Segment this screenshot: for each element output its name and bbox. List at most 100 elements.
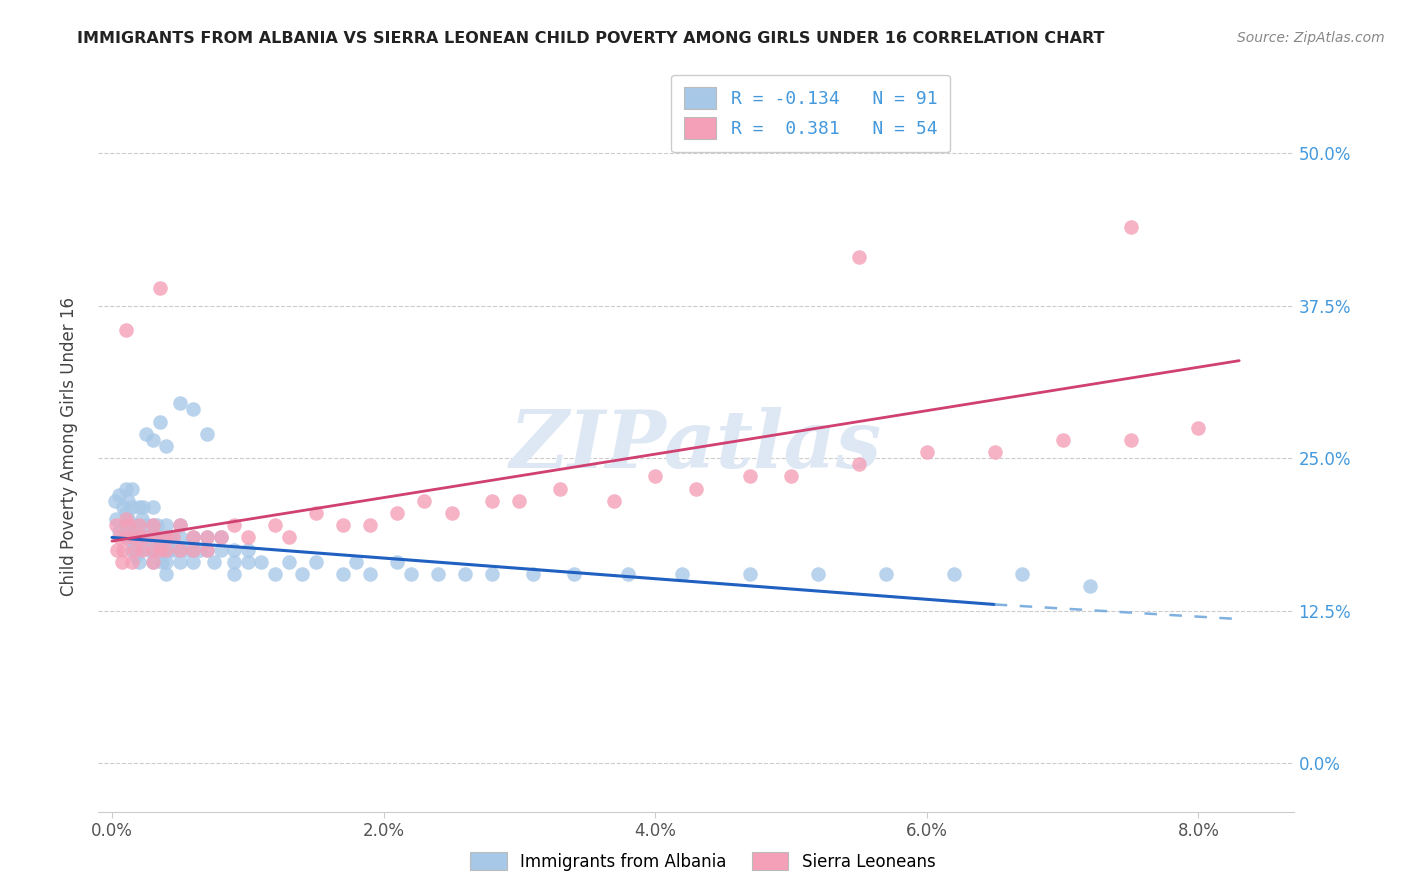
Point: [195, 426, 218, 441]
Point: [121, 482, 143, 496]
Point: [138, 542, 160, 557]
Point: [142, 542, 165, 557]
Point: [110, 555, 132, 569]
Point: [132, 500, 155, 514]
Point: [145, 536, 167, 550]
Point: [107, 542, 129, 557]
Point: [332, 518, 354, 533]
Point: [125, 549, 148, 563]
Point: [142, 555, 165, 569]
Point: [111, 500, 134, 514]
Point: [183, 530, 205, 544]
Point: [169, 530, 191, 544]
Point: [195, 530, 218, 544]
Point: [150, 555, 173, 569]
Point: [195, 542, 218, 557]
Point: [142, 555, 165, 569]
Point: [183, 402, 205, 417]
Point: [305, 555, 328, 569]
Point: [169, 518, 191, 533]
Point: [740, 469, 762, 483]
Point: [114, 323, 136, 337]
Text: IMMIGRANTS FROM ALBANIA VS SIERRA LEONEAN CHILD POVERTY AMONG GIRLS UNDER 16 COR: IMMIGRANTS FROM ALBANIA VS SIERRA LEONEA…: [77, 31, 1105, 46]
Point: [169, 542, 191, 557]
Point: [387, 555, 409, 569]
Point: [1052, 433, 1074, 447]
Point: [142, 518, 165, 533]
Point: [848, 250, 870, 264]
Point: [124, 518, 146, 533]
Point: [114, 518, 136, 533]
Point: [107, 488, 129, 502]
Point: [644, 469, 666, 483]
Point: [128, 530, 150, 544]
Point: [128, 518, 150, 533]
Point: [155, 530, 177, 544]
Point: [142, 542, 165, 557]
Point: [291, 567, 314, 582]
Point: [277, 555, 299, 569]
Point: [603, 494, 626, 508]
Point: [359, 518, 381, 533]
Point: [131, 512, 153, 526]
Point: [162, 530, 184, 544]
Point: [125, 524, 148, 539]
Point: [135, 518, 157, 533]
Point: [848, 458, 870, 472]
Point: [121, 530, 143, 544]
Point: [305, 506, 328, 520]
Point: [114, 482, 136, 496]
Point: [162, 530, 184, 544]
Point: [114, 530, 136, 544]
Point: [142, 433, 165, 447]
Point: [157, 542, 180, 557]
Point: [1011, 567, 1033, 582]
Point: [332, 567, 354, 582]
Point: [121, 524, 143, 539]
Point: [209, 542, 232, 557]
Legend: R = -0.134   N = 91, R =  0.381   N = 54: R = -0.134 N = 91, R = 0.381 N = 54: [671, 75, 950, 153]
Point: [562, 567, 585, 582]
Point: [209, 530, 232, 544]
Point: [121, 542, 143, 557]
Point: [128, 542, 150, 557]
Point: [1078, 579, 1101, 593]
Point: [522, 567, 544, 582]
Point: [118, 530, 141, 544]
Point: [128, 518, 150, 533]
Point: [121, 555, 143, 569]
Point: [155, 567, 177, 582]
Point: [1187, 421, 1209, 435]
Point: [107, 530, 129, 544]
Point: [104, 494, 127, 508]
Point: [236, 530, 259, 544]
Point: [176, 542, 198, 557]
Point: [122, 536, 145, 550]
Point: [146, 518, 169, 533]
Point: [105, 518, 128, 533]
Point: [481, 494, 503, 508]
Point: [236, 555, 259, 569]
Point: [105, 512, 128, 526]
Point: [128, 500, 150, 514]
Point: [359, 567, 381, 582]
Point: [188, 542, 211, 557]
Point: [224, 518, 246, 533]
Point: [146, 530, 169, 544]
Point: [155, 439, 177, 453]
Point: [264, 567, 287, 582]
Point: [155, 542, 177, 557]
Point: [984, 445, 1007, 459]
Point: [169, 542, 191, 557]
Point: [148, 542, 170, 557]
Point: [236, 542, 259, 557]
Point: [481, 567, 503, 582]
Point: [131, 530, 153, 544]
Point: [548, 482, 571, 496]
Point: [121, 500, 143, 514]
Point: [346, 555, 368, 569]
Point: [142, 500, 165, 514]
Point: [915, 445, 938, 459]
Point: [131, 542, 153, 557]
Point: [124, 542, 146, 557]
